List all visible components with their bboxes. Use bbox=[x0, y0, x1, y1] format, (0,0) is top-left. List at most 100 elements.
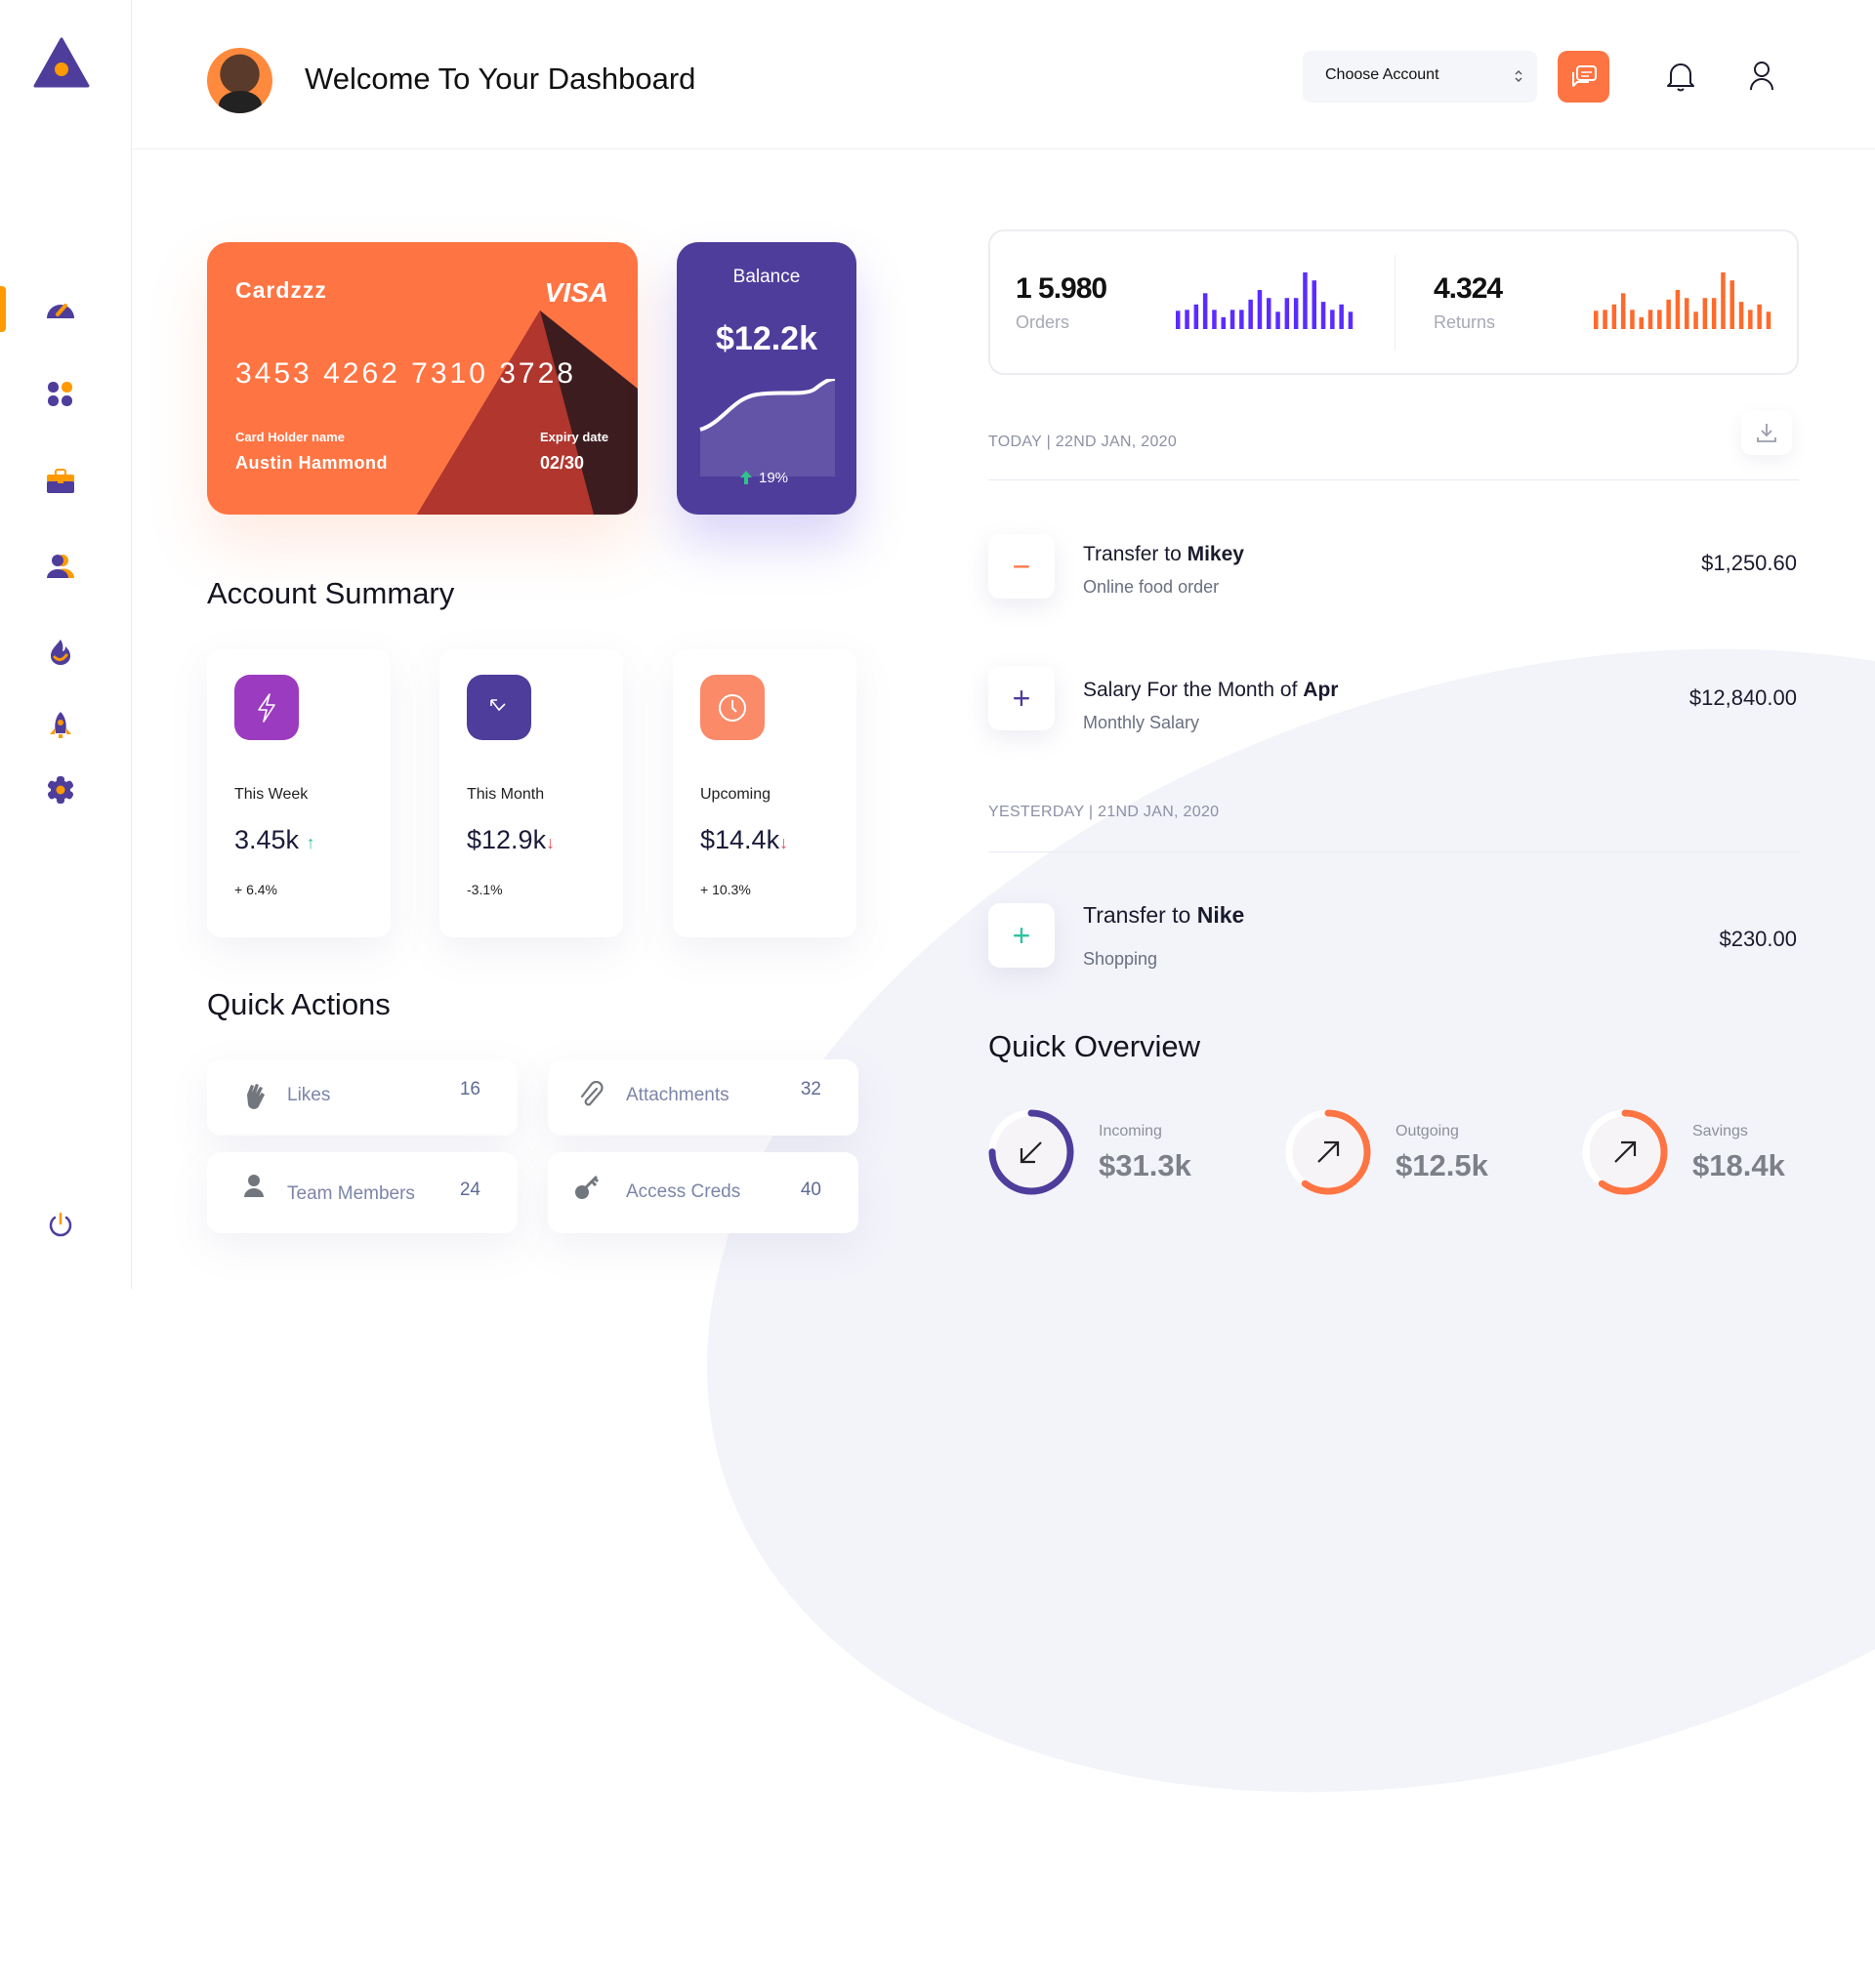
balance-card[interactable]: Balance $12.2k 19% bbox=[677, 242, 856, 515]
apps-grid-icon bbox=[48, 382, 72, 406]
bar bbox=[1193, 304, 1199, 329]
expiry-label: Expiry date bbox=[540, 430, 609, 444]
sidebar-item-briefcase[interactable] bbox=[43, 464, 78, 499]
quick-action-attachments[interactable]: Attachments 32 bbox=[548, 1059, 858, 1136]
paperclip-icon bbox=[580, 1081, 604, 1106]
overview-ring-savings[interactable] bbox=[1578, 1105, 1672, 1199]
transaction-amount: $1,250.60 bbox=[1701, 551, 1797, 575]
orders-label: Orders bbox=[1016, 312, 1070, 332]
balance-trend-line bbox=[699, 379, 836, 476]
page-title: Welcome To Your Dashboard bbox=[305, 62, 696, 96]
overview-label: Outgoing bbox=[1396, 1123, 1459, 1139]
bar bbox=[1176, 311, 1181, 329]
returns-label: Returns bbox=[1434, 312, 1496, 332]
bar bbox=[1711, 298, 1717, 329]
bar bbox=[1729, 280, 1734, 329]
chat-icon bbox=[1571, 64, 1597, 87]
power-icon bbox=[49, 1212, 72, 1237]
summary-label: Upcoming bbox=[700, 786, 771, 803]
transaction-title: Transfer to Mikey bbox=[1083, 543, 1244, 565]
bar bbox=[1248, 299, 1253, 329]
bar bbox=[1284, 298, 1290, 329]
overview-ring-incoming[interactable] bbox=[984, 1105, 1078, 1199]
choose-account-select[interactable]: Choose Account bbox=[1303, 51, 1537, 103]
summary-value: $12.9k↓ bbox=[467, 825, 556, 854]
summary-card-this-week[interactable]: This Week 3.45k ↑ + 6.4% bbox=[207, 649, 391, 937]
messages-button[interactable] bbox=[1558, 51, 1609, 103]
arrow-up-left-icon bbox=[467, 675, 531, 740]
trend-down-icon: ↓ bbox=[546, 833, 556, 852]
credit-card[interactable]: Cardzzz VISA 3453 4262 7310 3728 Card Ho… bbox=[207, 242, 638, 515]
overview-label: Savings bbox=[1692, 1123, 1748, 1139]
settings-gear-icon bbox=[47, 776, 74, 804]
stats-divider bbox=[1395, 255, 1396, 351]
bar bbox=[1267, 298, 1271, 329]
fire-icon bbox=[51, 640, 70, 665]
account-summary-title: Account Summary bbox=[207, 576, 455, 610]
bar bbox=[1603, 310, 1607, 329]
bar bbox=[1229, 310, 1235, 329]
plus-icon[interactable]: + bbox=[988, 666, 1055, 730]
bar bbox=[1185, 310, 1189, 329]
notification-bell-icon[interactable] bbox=[1666, 61, 1695, 92]
briefcase-icon bbox=[47, 469, 74, 493]
transaction-amount: $230.00 bbox=[1719, 927, 1797, 951]
user-profile-icon[interactable] bbox=[1748, 61, 1775, 92]
plus-icon[interactable]: + bbox=[988, 903, 1055, 968]
bar bbox=[1303, 272, 1308, 329]
sidebar-item-users[interactable] bbox=[43, 549, 78, 584]
bar bbox=[1702, 298, 1708, 329]
quick-action-likes[interactable]: Likes 16 bbox=[207, 1059, 518, 1136]
yesterday-label: YESTERDAY | 21ND JAN, 2020 bbox=[988, 804, 1220, 820]
bar bbox=[1693, 311, 1698, 329]
download-icon bbox=[1757, 424, 1776, 442]
summary-label: This Month bbox=[467, 786, 545, 803]
bar bbox=[1630, 310, 1635, 329]
users-icon bbox=[47, 555, 74, 578]
clock-icon bbox=[700, 675, 765, 740]
bar bbox=[1611, 304, 1617, 329]
returns-value: 4.324 bbox=[1434, 272, 1503, 305]
avatar[interactable] bbox=[207, 48, 272, 113]
orders-value: 1 5.980 bbox=[1016, 272, 1107, 305]
download-button[interactable] bbox=[1741, 410, 1792, 455]
overview-ring-outgoing[interactable] bbox=[1281, 1105, 1375, 1199]
card-pattern bbox=[417, 311, 638, 515]
visa-logo: VISA bbox=[544, 277, 608, 308]
trend-up-icon: ↑ bbox=[306, 833, 315, 852]
transaction-title: Salary For the Month of Apr bbox=[1083, 679, 1339, 701]
sidebar-item-settings[interactable] bbox=[43, 772, 78, 808]
bar bbox=[1320, 302, 1326, 329]
quick-action-count: 16 bbox=[459, 1079, 480, 1099]
bar bbox=[1721, 272, 1726, 329]
sidebar-item-rocket[interactable] bbox=[43, 708, 78, 743]
summary-card-upcoming[interactable]: Upcoming $14.4k↓ + 10.3% bbox=[673, 649, 856, 937]
bar bbox=[1647, 310, 1653, 329]
divider bbox=[988, 479, 1799, 480]
transaction-amount: $12,840.00 bbox=[1688, 685, 1797, 710]
bar bbox=[1348, 311, 1354, 329]
progress-arc bbox=[1582, 1109, 1668, 1195]
bar bbox=[1738, 302, 1744, 329]
sidebar-item-apps[interactable] bbox=[43, 377, 78, 412]
card-holder-label: Card Holder name bbox=[235, 430, 345, 444]
sidebar-item-fire[interactable] bbox=[43, 635, 78, 670]
logout-button[interactable] bbox=[43, 1207, 78, 1242]
minus-icon[interactable]: − bbox=[988, 534, 1055, 599]
quick-action-access-creds[interactable]: Access Creds 40 bbox=[548, 1152, 858, 1233]
returns-bar-chart bbox=[1594, 272, 1771, 329]
sidebar-item-dashboard[interactable] bbox=[43, 291, 78, 326]
quick-action-team-members[interactable]: Team Members 24 bbox=[207, 1152, 518, 1233]
clap-hands-icon bbox=[247, 1084, 265, 1109]
bar bbox=[1212, 310, 1217, 329]
bar bbox=[1312, 280, 1316, 329]
summary-card-this-month[interactable]: This Month $12.9k↓ -3.1% bbox=[439, 649, 623, 937]
sidebar bbox=[0, 0, 132, 1289]
lightning-icon bbox=[234, 675, 299, 740]
transaction-subtitle: Monthly Salary bbox=[1083, 713, 1200, 732]
bar bbox=[1257, 290, 1263, 329]
summary-label: This Week bbox=[234, 786, 309, 803]
bar bbox=[1748, 310, 1753, 329]
overview-label: Incoming bbox=[1099, 1123, 1162, 1139]
bar bbox=[1339, 304, 1344, 329]
